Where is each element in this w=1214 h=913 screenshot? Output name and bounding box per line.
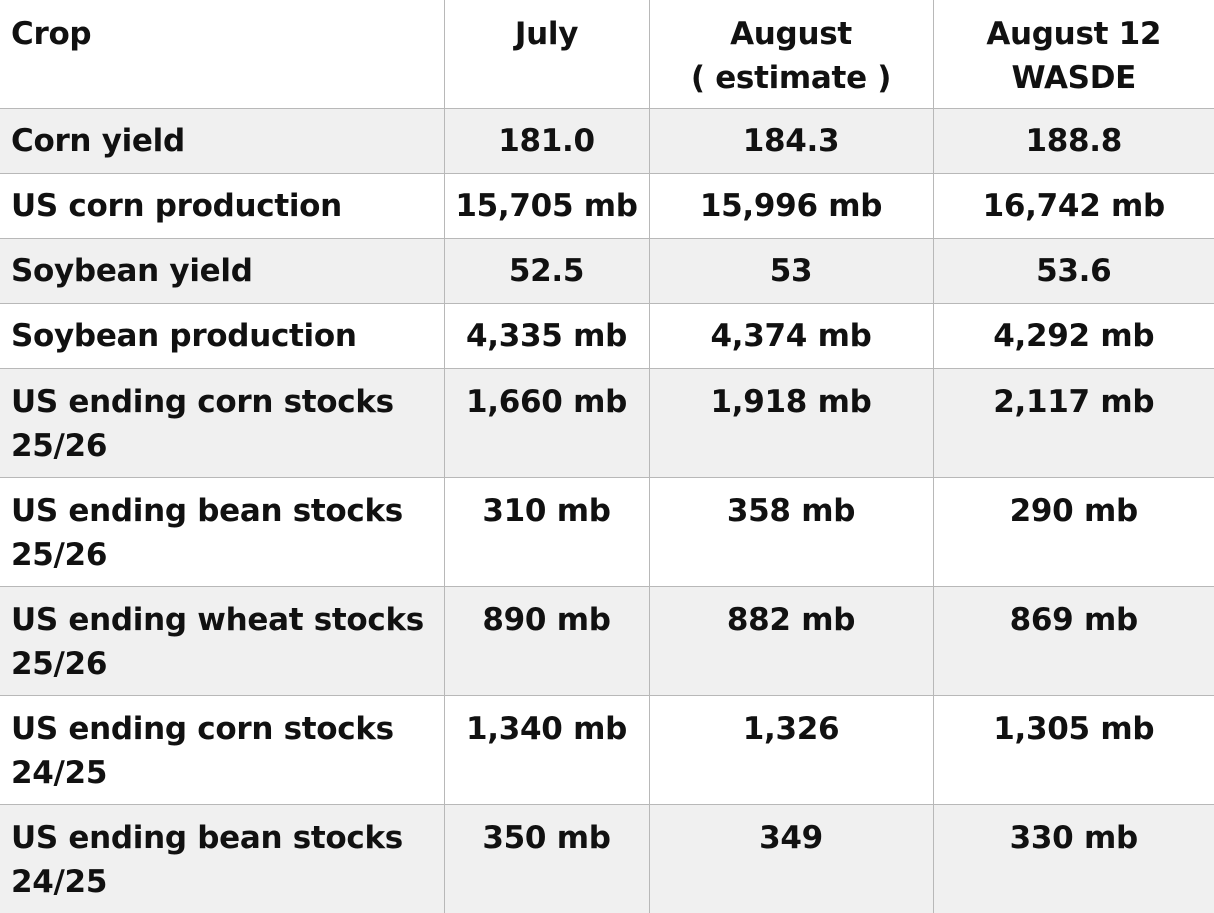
row-crop-label: US ending corn stocks 25/26 — [0, 368, 445, 478]
row-august-estimate-value: 1,326 — [649, 695, 934, 805]
row-july-value: 310 mb — [444, 477, 650, 587]
row-august12-wasde-value: 16,742 mb — [933, 173, 1214, 239]
header-august-estimate: August ( estimate ) — [649, 0, 934, 109]
row-july-value: 4,335 mb — [444, 303, 650, 369]
row-august12-wasde-value: 1,305 mb — [933, 695, 1214, 805]
header-crop: Crop — [0, 0, 445, 109]
row-crop-label: US ending bean stocks 25/26 — [0, 477, 445, 587]
header-august-12-wasde: August 12 WASDE — [933, 0, 1214, 109]
table-row: US ending bean stocks 25/26 310 mb 358 m… — [0, 477, 1214, 587]
row-crop-label: Corn yield — [0, 108, 445, 174]
row-august12-wasde-value: 2,117 mb — [933, 368, 1214, 478]
row-july-value: 350 mb — [444, 804, 650, 913]
row-august-estimate-value: 1,918 mb — [649, 368, 934, 478]
row-august-estimate-value: 184.3 — [649, 108, 934, 174]
table-row: US ending corn stocks 25/26 1,660 mb 1,9… — [0, 368, 1214, 478]
table-row: US ending corn stocks 24/25 1,340 mb 1,3… — [0, 695, 1214, 805]
row-july-value: 1,340 mb — [444, 695, 650, 805]
row-july-value: 890 mb — [444, 586, 650, 696]
row-august12-wasde-value: 188.8 — [933, 108, 1214, 174]
row-crop-label: Soybean yield — [0, 238, 445, 304]
table-row: Corn yield 181.0 184.3 188.8 — [0, 108, 1214, 174]
table-row: US ending bean stocks 24/25 350 mb 349 3… — [0, 804, 1214, 913]
row-august-estimate-value: 882 mb — [649, 586, 934, 696]
row-august-estimate-value: 349 — [649, 804, 934, 913]
table-row: Soybean yield 52.5 53 53.6 — [0, 238, 1214, 304]
row-august-estimate-value: 4,374 mb — [649, 303, 934, 369]
table-row: US ending wheat stocks 25/26 890 mb 882 … — [0, 586, 1214, 696]
row-august12-wasde-value: 330 mb — [933, 804, 1214, 913]
header-july: July — [444, 0, 650, 109]
row-crop-label: Soybean production — [0, 303, 445, 369]
table-header-row: Crop July August ( estimate ) August 12 … — [0, 0, 1214, 109]
row-july-value: 1,660 mb — [444, 368, 650, 478]
row-july-value: 15,705 mb — [444, 173, 650, 239]
row-august-estimate-value: 15,996 mb — [649, 173, 934, 239]
row-august12-wasde-value: 4,292 mb — [933, 303, 1214, 369]
table-row: Soybean production 4,335 mb 4,374 mb 4,2… — [0, 303, 1214, 369]
row-august12-wasde-value: 869 mb — [933, 586, 1214, 696]
row-july-value: 52.5 — [444, 238, 650, 304]
row-crop-label: US ending wheat stocks 25/26 — [0, 586, 445, 696]
row-july-value: 181.0 — [444, 108, 650, 174]
row-crop-label: US corn production — [0, 173, 445, 239]
row-august-estimate-value: 53 — [649, 238, 934, 304]
table-row: US corn production 15,705 mb 15,996 mb 1… — [0, 173, 1214, 239]
row-august-estimate-value: 358 mb — [649, 477, 934, 587]
row-august12-wasde-value: 53.6 — [933, 238, 1214, 304]
row-crop-label: US ending bean stocks 24/25 — [0, 804, 445, 913]
row-august12-wasde-value: 290 mb — [933, 477, 1214, 587]
row-crop-label: US ending corn stocks 24/25 — [0, 695, 445, 805]
